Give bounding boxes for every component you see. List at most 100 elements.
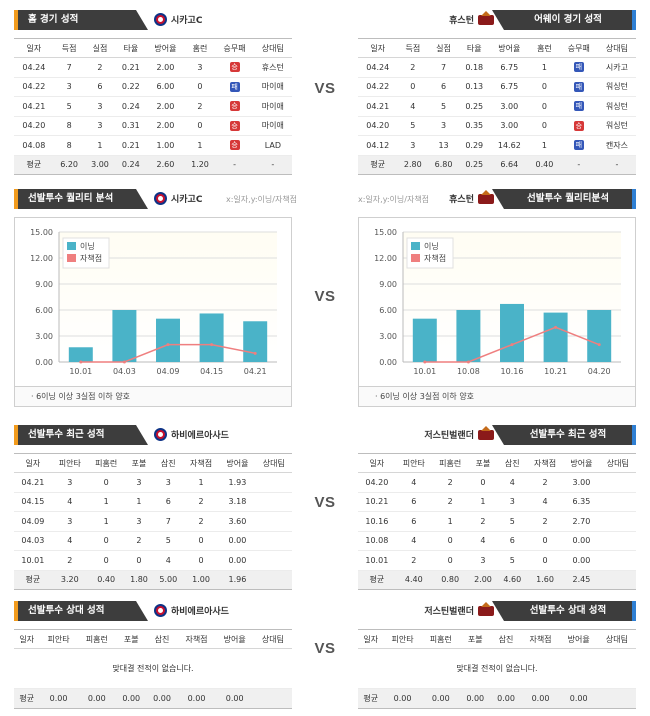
table-cell: 04.22: [14, 77, 54, 97]
team-name: 시카고C: [171, 195, 203, 205]
average-cell: 3.20: [51, 570, 88, 590]
vs-label: VS: [314, 80, 336, 97]
column-header: 일자: [14, 629, 40, 649]
table-cell: [599, 550, 636, 571]
home-record-panel: 홈 경기 성적 시카고C 일자 득점 실점 타율 방어율 홈런 승무패 상대팀 04.24 7 2 0…: [14, 10, 292, 175]
table-cell: [599, 531, 636, 551]
average-cell: 1.60: [526, 570, 564, 590]
table-cell: 1: [529, 57, 560, 78]
table-cell: 3: [184, 57, 216, 78]
table-cell: [255, 472, 292, 493]
table-cell: 04.22: [358, 77, 398, 97]
x-tick-label: 04.09: [157, 367, 180, 376]
table-cell: 0: [526, 531, 564, 551]
table-cell: 0: [88, 550, 125, 571]
column-header: 실점: [84, 38, 116, 58]
average-cell: 4.40: [395, 570, 432, 590]
table-cell: 2: [468, 511, 498, 532]
table-cell: 2: [432, 492, 469, 512]
average-cell: 1.20: [184, 155, 216, 175]
team-label: 저스틴벌랜더: [424, 601, 494, 617]
table-cell: 4: [51, 492, 88, 512]
table-cell: 4: [51, 531, 88, 551]
table-cell: 04.20: [14, 116, 54, 136]
average-cell: 2.80: [397, 155, 429, 175]
column-header: 상대팀: [597, 38, 636, 58]
table-cell: 04.20: [358, 472, 396, 493]
column-header: 상대팀: [253, 38, 292, 58]
team-label: 시카고C: [154, 192, 202, 205]
table-cell: 2.00: [146, 96, 185, 117]
table-cell: 04.08: [14, 135, 54, 156]
table-cell: 5: [497, 511, 527, 532]
average-cell: 4.60: [497, 570, 527, 590]
chart-note-text: 6이닝 이상 3실점 이하 양호: [36, 392, 131, 401]
y-tick-label: 9.00: [35, 280, 53, 289]
empty-message: 맞대결 전적이 없습니다.: [14, 648, 292, 689]
table-cell: 04.03: [14, 531, 52, 551]
table-row: 04.22 3 6 0.22 6.00 0 패 마이애: [14, 77, 292, 97]
table-cell: 0.24: [115, 96, 147, 117]
table-row: 04.21 3 0 3 3 1 1.93: [14, 472, 292, 493]
average-cell: 0.00: [559, 688, 598, 709]
table-cell: 4: [497, 472, 527, 493]
table-row: 10.01 2 0 3 5 0 0.00: [358, 550, 636, 571]
table-cell: 0: [529, 116, 560, 136]
column-header: 방어율: [489, 38, 530, 58]
section-tag: 선발투수 상대 성적: [492, 601, 636, 621]
table-cell: 10.08: [358, 531, 396, 551]
earned-runs-point: [253, 351, 257, 355]
pitcher-recent-right-panel: 저스틴벌랜더 선발투수 최근 성적 일자 피안타 피홈런 포볼 삼진 자책점 방어율 상대팀 0…: [358, 425, 636, 590]
table-cell: 5: [397, 116, 429, 136]
column-header: 포볼: [124, 453, 154, 473]
column-header: 일자: [14, 453, 52, 473]
column-header: 방어율: [219, 453, 256, 473]
column-header: 상대팀: [597, 629, 636, 649]
table-row: 04.22 0 6 0.13 6.75 0 패 워싱턴: [358, 77, 636, 97]
table-cell: 3.18: [219, 492, 256, 512]
table-cell: 3: [397, 135, 429, 156]
result-cell: 승: [215, 116, 254, 136]
average-cell: 0.25: [458, 155, 490, 175]
table-cell: 8: [53, 116, 85, 136]
table-cell: 2.00: [146, 116, 185, 136]
column-header: 타율: [115, 38, 147, 58]
average-cell: 1.00: [182, 570, 220, 590]
column-header: 방어율: [146, 38, 185, 58]
average-cell: 2.60: [146, 155, 185, 175]
y-tick-label: 0.00: [35, 358, 53, 367]
empty-message: 맞대결 전적이 없습니다.: [358, 648, 636, 689]
loss-badge: 패: [573, 81, 584, 92]
pitcher-name: 하비에르아사드: [171, 431, 229, 441]
result-cell: 승: [215, 96, 254, 117]
table-cell: 0.00: [219, 531, 256, 551]
table-cell: 2: [184, 96, 216, 117]
table-cell: 0: [88, 531, 125, 551]
innings-bar: [412, 318, 437, 362]
vs-label: VS: [314, 494, 336, 511]
average-cell: 3.00: [84, 155, 116, 175]
column-header: 자책점: [177, 629, 216, 649]
column-header: 일자: [358, 453, 396, 473]
table-cell: 1: [529, 135, 560, 156]
away-record-table: 일자 득점 실점 타율 방어율 홈런 승무패 상대팀 04.24 2 7 0.18 6.75 1 패 시카고 0…: [358, 38, 636, 175]
table-cell: 0.31: [115, 116, 147, 136]
quality-chart-right: 0.00 3.00 6.00 9.00 12.00 15.00 10.01 10.08 10.1…: [358, 217, 636, 387]
table-cell: 7: [53, 57, 85, 78]
earned-runs-point: [554, 325, 558, 329]
table-cell: 0.35: [458, 116, 490, 136]
average-cell: 0.00: [115, 688, 147, 709]
table-cell: 시카고: [597, 57, 636, 78]
average-cell: 1.80: [124, 570, 154, 590]
table-cell: 2: [84, 57, 116, 78]
table-cell: 04.21: [14, 472, 52, 493]
table-header-row: 일자 피안타 피홈런 포볼 삼진 자책점 방어율 상대팀: [358, 453, 636, 473]
column-header: 피홈런: [421, 629, 460, 649]
table-cell: 4: [153, 550, 183, 571]
average-cell: 1.96: [219, 570, 256, 590]
table-row: 10.16 6 1 2 5 2 2.70: [358, 511, 636, 532]
table-cell: 캔자스: [597, 135, 636, 156]
average-cell: 2.00: [468, 570, 498, 590]
table-cell: 0: [124, 550, 154, 571]
average-row: 평균 0.00 0.00 0.00 0.00 0.00 0.00: [358, 688, 636, 709]
